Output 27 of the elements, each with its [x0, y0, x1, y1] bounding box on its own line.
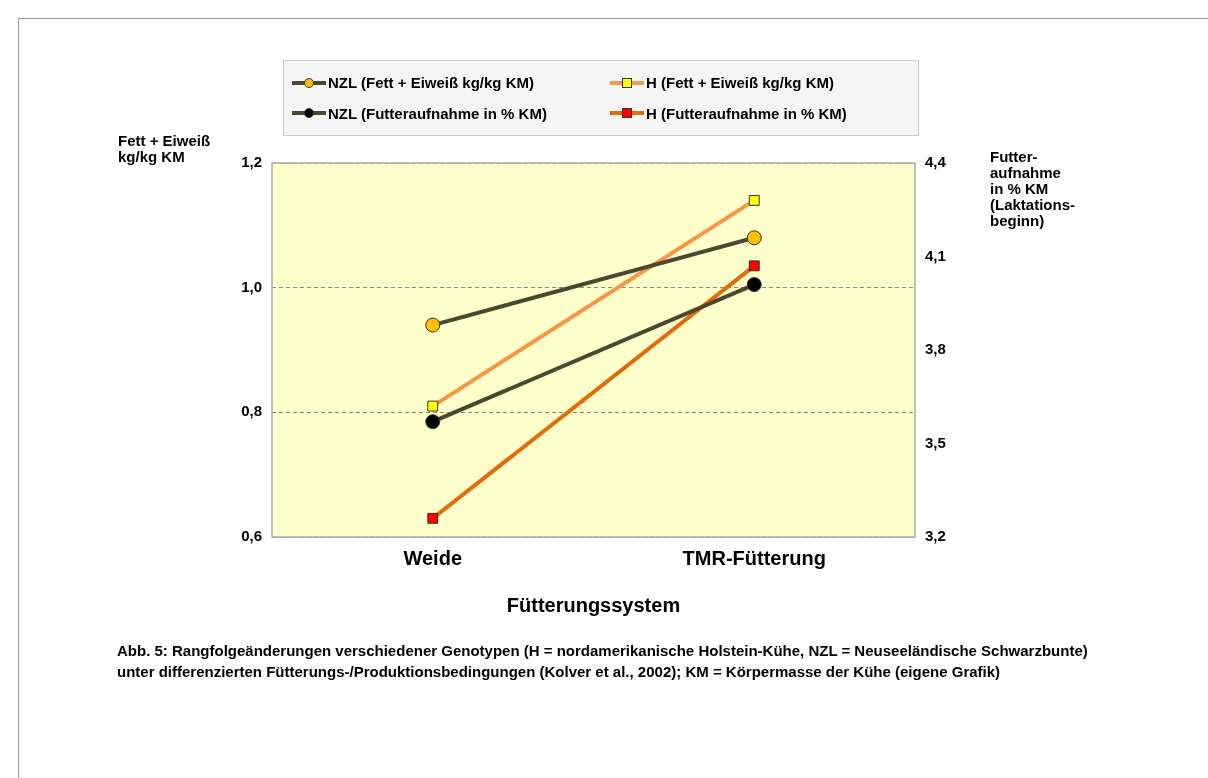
y-tick-label: 0,6	[241, 527, 262, 545]
x-axis-title: Fütterungssystem	[506, 593, 681, 616]
y-tick-label: 0,8	[241, 402, 262, 420]
y2-tick-label: 3,8	[925, 340, 946, 358]
y2-tick-label: 4,1	[925, 246, 946, 264]
point	[746, 230, 762, 246]
y2-tick-label: 4,4	[925, 153, 947, 171]
y-axis-title: Fett + Eiweiß kg/kg KM	[118, 132, 211, 165]
point	[427, 400, 439, 412]
x-tick-label: Weide	[403, 546, 463, 569]
point	[748, 260, 760, 272]
y2-tick-label: 3,5	[925, 433, 946, 451]
point	[425, 317, 441, 333]
legend-label: NZL (Fett + Eiweiß kg/kg KM)	[328, 74, 534, 92]
legend-label: NZL (Futteraufnahme in % KM)	[328, 104, 547, 122]
point	[427, 512, 439, 524]
y2-axis-title: Futter- aufnahme in % KM (Laktations- beginn)	[990, 148, 1076, 229]
x-tick-label: TMR-Fütterung	[682, 546, 826, 569]
legend-label: H (Futteraufnahme in % KM)	[646, 104, 847, 122]
point	[748, 194, 760, 206]
legend-label: H (Fett + Eiweiß kg/kg KM)	[646, 74, 834, 92]
point	[425, 414, 441, 430]
y-tick-label: 1,2	[241, 153, 262, 171]
y-tick-label: 1,0	[241, 277, 262, 295]
point	[746, 277, 762, 293]
y2-tick-label: 3,2	[925, 527, 946, 545]
caption: Abb. 5: Rangfolgeänderungen verschiedener Genotypen (H = nordamerikanische Holstein-Kühe, NZL = Neuseeländische Schwarzbunte) unter differenzierten Fütterungs-/Produktionsbedingungen (Kolver et al., 2002); KM = Körpermasse der Kühe (eigene Grafik)	[117, 641, 1089, 682]
